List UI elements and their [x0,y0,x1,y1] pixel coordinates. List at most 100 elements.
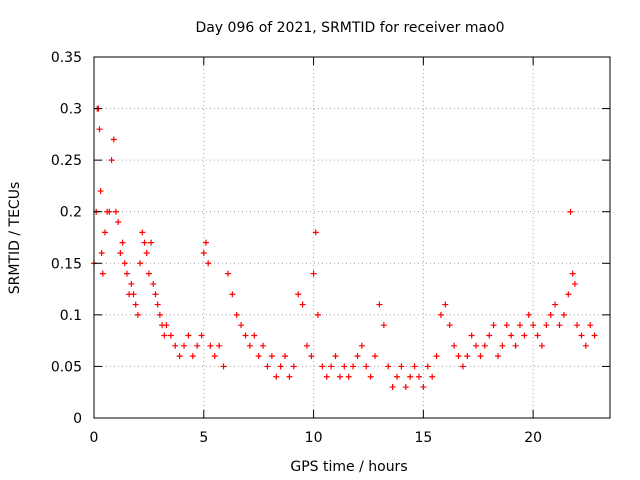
data-point [299,301,306,308]
data-point [415,373,422,380]
data-point [150,280,157,287]
data-point [354,353,361,360]
data-point [389,384,396,391]
data-point [314,311,321,318]
grid-lines [94,57,610,418]
x-axis-title: GPS time / hours [290,459,407,475]
data-point [486,332,493,339]
data-point [530,322,537,329]
data-point [295,291,302,298]
data-point [455,353,462,360]
y-tick-label: 0.3 [60,102,82,118]
data-point [525,311,532,318]
data-point [560,311,567,318]
data-point [310,270,317,277]
data-point [398,363,405,370]
y-tick-label: 0.1 [60,308,82,324]
data-point [569,270,576,277]
data-point [332,353,339,360]
data-point [312,229,319,236]
data-point [571,280,578,287]
data-point [481,342,488,349]
data-point [194,342,201,349]
data-point [380,322,387,329]
data-point [143,249,150,256]
data-point [216,342,223,349]
data-point [516,322,523,329]
data-point [468,332,475,339]
data-point [176,353,183,360]
data-point [574,322,581,329]
data-point [137,260,144,267]
y-tick-label: 0.2 [60,205,82,221]
data-point [591,332,598,339]
data-point [97,188,104,195]
data-point [587,322,594,329]
data-point [534,332,541,339]
data-point [521,332,528,339]
data-point [499,342,506,349]
data-point [495,353,502,360]
data-point [233,311,240,318]
x-tick-label: 0 [90,430,99,446]
data-point [464,353,471,360]
data-point [117,249,124,256]
data-point [172,342,179,349]
data-point [565,291,572,298]
data-point [282,353,289,360]
data-point [242,332,249,339]
data-point [508,332,515,339]
data-point [99,270,106,277]
data-point [543,322,550,329]
y-axis-title: SRMTID / TECUs [7,182,23,295]
data-point [512,342,519,349]
data-point [220,363,227,370]
data-point [277,363,284,370]
data-point [110,136,117,143]
data-point [286,373,293,380]
data-point [246,342,253,349]
data-point [503,322,510,329]
y-tick-label: 0.05 [51,359,82,375]
data-point [98,249,105,256]
data-point [358,342,365,349]
data-point [290,363,297,370]
data-point [407,373,414,380]
x-tick-label: 5 [199,430,208,446]
data-point [96,126,103,133]
data-point [152,291,159,298]
data-point [198,332,205,339]
data-point [134,311,141,318]
data-point [181,342,188,349]
y-tick-label: 0 [73,411,82,427]
data-point [108,157,115,164]
data-point [189,353,196,360]
data-point [115,219,122,226]
data-point [490,322,497,329]
data-point [260,342,267,349]
data-point [145,270,152,277]
data-point [420,384,427,391]
data-point [437,311,444,318]
data-point [238,322,245,329]
data-point [161,332,168,339]
data-point [200,249,207,256]
data-point [319,363,326,370]
data-point [376,301,383,308]
data-point [211,353,218,360]
x-tick-label: 10 [305,430,323,446]
data-point [251,332,258,339]
data-point [202,239,209,246]
data-point [556,322,563,329]
data-point [123,270,130,277]
data-point [255,353,262,360]
data-point [308,353,315,360]
data-point [268,353,275,360]
data-point [119,239,126,246]
data-point [229,291,236,298]
data-points [91,105,598,391]
data-point [363,363,370,370]
data-point [130,291,137,298]
data-point [121,260,128,267]
plot-frame [93,56,611,419]
